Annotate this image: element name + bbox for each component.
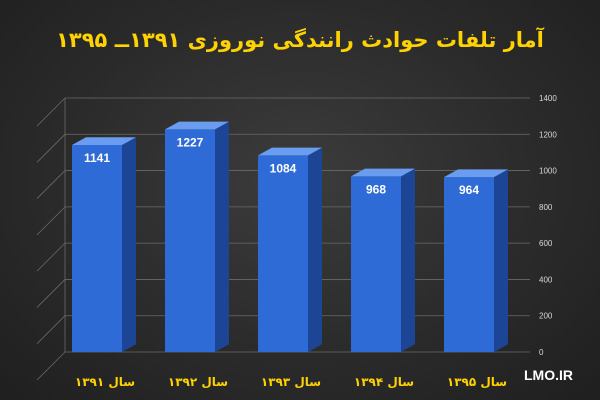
watermark: LMO.IR — [524, 367, 573, 383]
bar-side — [122, 137, 136, 352]
y-tick-label: 1400 — [539, 94, 557, 103]
y-axis-ticks: 0 200 400 600 800 1000 1200 1400 — [539, 94, 557, 357]
grid-diagonal — [36, 315, 66, 344]
value-label: 964 — [459, 183, 479, 197]
grid-diagonal — [36, 170, 66, 199]
value-label: 1084 — [270, 161, 297, 175]
bar-side — [494, 169, 508, 352]
bar-front — [444, 177, 494, 352]
bar — [351, 168, 415, 352]
category-label: سال ۱۳۹۵ — [447, 375, 507, 389]
bar-front — [165, 129, 215, 352]
y-tick-label: 600 — [539, 239, 553, 248]
category-label: سال ۱۳۹۴ — [354, 375, 414, 389]
bar-front — [351, 176, 401, 352]
bars — [72, 121, 508, 353]
bar — [444, 169, 508, 352]
grid-diagonal — [36, 97, 66, 127]
value-label: 1227 — [177, 135, 204, 149]
value-label: 1141 — [84, 151, 110, 165]
bar-side — [215, 121, 229, 353]
grid-diagonal — [36, 279, 66, 308]
bar — [165, 121, 229, 353]
y-tick-label: 1200 — [539, 130, 557, 139]
bar-side — [308, 147, 322, 352]
bar-top — [351, 168, 415, 177]
y-tick-label: 200 — [539, 312, 553, 321]
grid-diagonal — [36, 242, 66, 272]
bar-top — [72, 137, 136, 145]
value-label: 968 — [366, 182, 386, 196]
y-tick-label: 1000 — [539, 167, 557, 176]
grid-diagonal — [36, 206, 66, 236]
category-label: سال ۱۳۹۱ — [75, 375, 135, 389]
bar-front — [258, 155, 308, 352]
y-tick-label: 400 — [539, 275, 553, 284]
bar-side — [401, 168, 415, 352]
category-label: سال ۱۳۹۲ — [168, 375, 228, 389]
category-labels: سال ۱۳۹۱ سال ۱۳۹۲ سال ۱۳۹۳ سال ۱۳۹۴ سال ۱۳۹۵ — [75, 375, 507, 389]
chart-title: آمار تلفات حوادث رانندگی نوروزی ۱۳۹۱ــ ۱… — [56, 28, 544, 52]
y-tick-label: 0 — [539, 348, 544, 357]
bar-top — [165, 121, 229, 130]
bar-top — [444, 169, 508, 178]
bar — [72, 137, 136, 352]
value-labels: 1141 1227 1084 968 964 — [84, 135, 479, 197]
bar-top — [258, 147, 322, 156]
bar-front — [72, 144, 122, 352]
y-tick-label: 800 — [539, 203, 553, 212]
bar — [258, 147, 322, 352]
category-label: سال ۱۳۹۳ — [261, 375, 321, 389]
grid-diagonal — [36, 351, 66, 381]
grid-diagonal — [36, 134, 66, 163]
